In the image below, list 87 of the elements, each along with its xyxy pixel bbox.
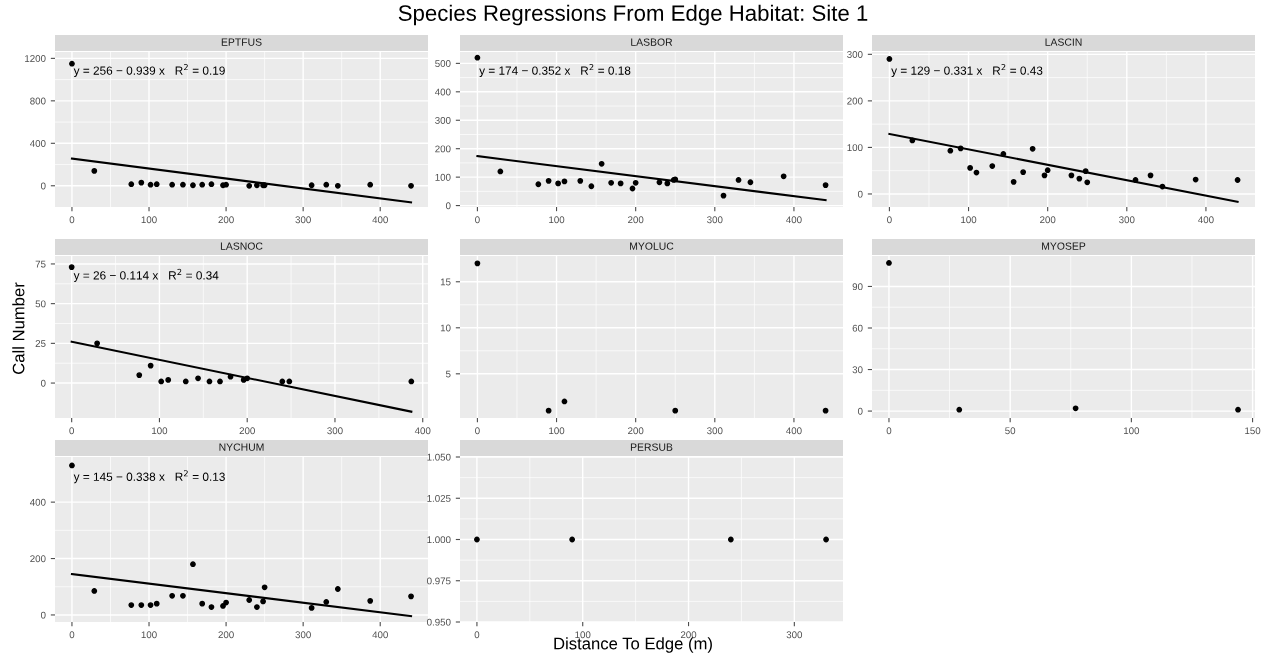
x-tick-label: 300 (707, 427, 723, 435)
y-tick-label: 300 (847, 51, 863, 58)
y-tick-label: 0 (40, 182, 46, 190)
text: Species Regressions From Edge Habitat: Site 1 (398, 4, 868, 26)
y-tick-label: 1.025 (427, 494, 451, 502)
y-tick-label: 30 (852, 366, 863, 374)
y-tick-label: 0 (40, 379, 46, 387)
x-tick-label: 200 (218, 631, 234, 639)
y-tick-label: 100 (435, 173, 451, 181)
x-tick-label: 0 (69, 631, 75, 639)
annotation: y = 145 − 0.338 x R$^{2}$ = 0.13 (73, 470, 225, 484)
chart-title: PERSUB (630, 443, 673, 451)
chart-title: NYCHUM (219, 443, 264, 451)
y-tick-label: 0 (857, 190, 863, 198)
x-tick-label: 300 (327, 427, 343, 435)
x-tick-label: 200 (628, 216, 644, 224)
y-tick-label: 400 (29, 140, 46, 147)
y-tick-label: 0 (445, 202, 451, 210)
x-tick-label: 400 (372, 631, 388, 639)
x-tick-label: 200 (628, 427, 644, 435)
y-tick-label: 60 (852, 324, 863, 332)
chart-title: LASCIN (1045, 38, 1082, 46)
y-tick-label: 200 (435, 145, 451, 153)
x-tick-label: 200 (218, 216, 234, 224)
x-tick-label: 400 (1198, 216, 1214, 224)
x-tick-label: 300 (295, 631, 311, 639)
y-tick-label: 25 (35, 340, 46, 347)
annotation: y = 129 − 0.331 x R$^{2}$ = 0.43 (891, 63, 1043, 78)
x-tick-label: 400 (372, 216, 388, 224)
y-tick-label: 0.975 (427, 577, 451, 585)
x-tick-label: 300 (1119, 216, 1135, 224)
y-tick-label: 1.000 (427, 536, 451, 544)
y-tick-label: 10 (440, 324, 451, 332)
y-tick-label: 400 (434, 88, 451, 96)
chart-title: MYOSEP (1042, 242, 1086, 250)
y-tick-label: 0 (40, 611, 46, 619)
y-tick-label: 0 (857, 407, 863, 415)
x-tick-label: 100 (549, 427, 565, 435)
x-tick-label: 200 (680, 631, 697, 639)
x-tick-label: 50 (1005, 427, 1016, 435)
text: Distance To Edge (m) (554, 637, 712, 653)
annotation: y = 174 − 0.352 x R$^{2}$ = 0.18 (479, 63, 631, 78)
y-tick-label: 400 (29, 498, 46, 506)
chart-title: EPTFUS (221, 38, 262, 46)
x-tick-label: 400 (786, 427, 802, 435)
y-tick-label: 200 (847, 97, 863, 105)
y-tick-label: 1.050 (427, 453, 451, 461)
x-tick-label: 400 (786, 216, 802, 224)
y-tick-label: 1200 (25, 55, 46, 62)
x-tick-label: 100 (961, 216, 977, 224)
x-tick-label: 0 (475, 216, 480, 224)
y-tick-label: 300 (435, 116, 451, 124)
x-tick-label: 100 (141, 631, 157, 639)
x-tick-label: 100 (1124, 427, 1140, 435)
x-tick-label: 100 (549, 216, 565, 224)
chart-title: MYOLUC (630, 242, 674, 250)
y-tick-label: 50 (35, 300, 46, 308)
y-tick-label: 75 (35, 260, 46, 268)
y-tick-label: 800 (30, 97, 46, 105)
x-tick-label: 300 (707, 216, 723, 224)
y-tick-label: 15 (440, 278, 451, 286)
x-tick-label: 0 (475, 427, 480, 435)
x-tick-label: 100 (141, 216, 157, 224)
x-tick-label: 400 (414, 427, 431, 435)
x-tick-label: 300 (295, 216, 311, 224)
x-tick-label: 0 (474, 631, 480, 639)
x-tick-label: 100 (575, 631, 591, 639)
x-tick-label: 300 (786, 631, 803, 639)
y-tick-label: 100 (847, 144, 863, 152)
chart-title: LASNOC (220, 242, 263, 250)
y-tick-label: 90 (852, 283, 863, 291)
x-tick-label: 200 (239, 427, 255, 435)
annotation: y = 26 − 0.114 x R$^{2}$ = 0.34 (73, 268, 219, 282)
x-tick-label: 150 (1245, 427, 1261, 435)
annotation: y = 256 − 0.939 x R$^{2}$ = 0.19 (73, 63, 225, 78)
x-tick-label: 0 (887, 216, 892, 224)
x-tick-label: 100 (152, 427, 168, 435)
x-tick-label: 0 (886, 427, 892, 435)
chart-title: LASBOR (631, 38, 673, 46)
y-tick-label: 0.950 (427, 618, 451, 626)
text: Call Number (12, 282, 25, 374)
y-tick-label: 200 (30, 555, 46, 563)
x-tick-label: 200 (1040, 216, 1056, 224)
x-tick-label: 0 (69, 427, 74, 435)
x-tick-label: 0 (69, 216, 75, 224)
y-tick-label: 500 (435, 60, 451, 67)
y-tick-label: 5 (445, 370, 451, 378)
